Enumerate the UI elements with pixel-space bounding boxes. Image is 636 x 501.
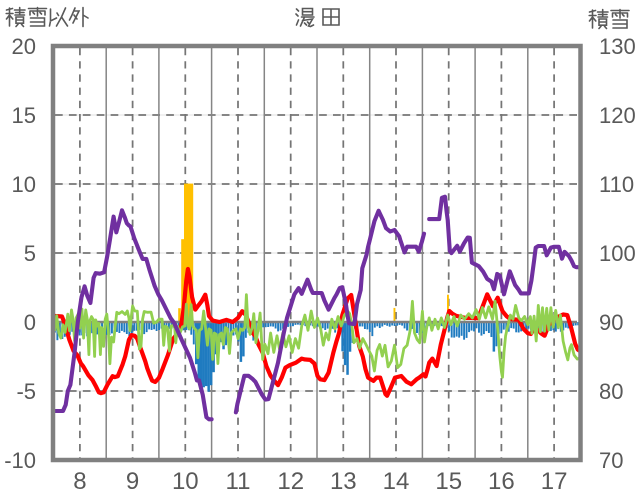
svg-text:10: 10 xyxy=(12,172,36,197)
svg-text:90: 90 xyxy=(599,310,623,335)
svg-text:14: 14 xyxy=(383,468,410,495)
svg-text:110: 110 xyxy=(599,172,634,197)
svg-text:-10: -10 xyxy=(4,448,36,473)
svg-text:100: 100 xyxy=(599,241,636,266)
svg-text:0: 0 xyxy=(24,310,36,335)
svg-text:17: 17 xyxy=(541,468,568,495)
svg-text:70: 70 xyxy=(599,448,623,473)
svg-text:5: 5 xyxy=(24,241,36,266)
svg-text:16: 16 xyxy=(488,468,515,495)
svg-text:20: 20 xyxy=(12,34,36,59)
svg-text:10: 10 xyxy=(172,468,199,495)
svg-text:15: 15 xyxy=(435,468,462,495)
svg-text:80: 80 xyxy=(599,379,623,404)
svg-text:15: 15 xyxy=(12,103,36,128)
svg-text:11: 11 xyxy=(226,468,251,495)
svg-text:9: 9 xyxy=(126,468,139,495)
svg-text:12: 12 xyxy=(277,468,304,495)
svg-text:120: 120 xyxy=(599,103,636,128)
svg-text:13: 13 xyxy=(330,468,357,495)
svg-text:-5: -5 xyxy=(16,379,36,404)
svg-text:130: 130 xyxy=(599,34,636,59)
svg-text:8: 8 xyxy=(73,468,86,495)
